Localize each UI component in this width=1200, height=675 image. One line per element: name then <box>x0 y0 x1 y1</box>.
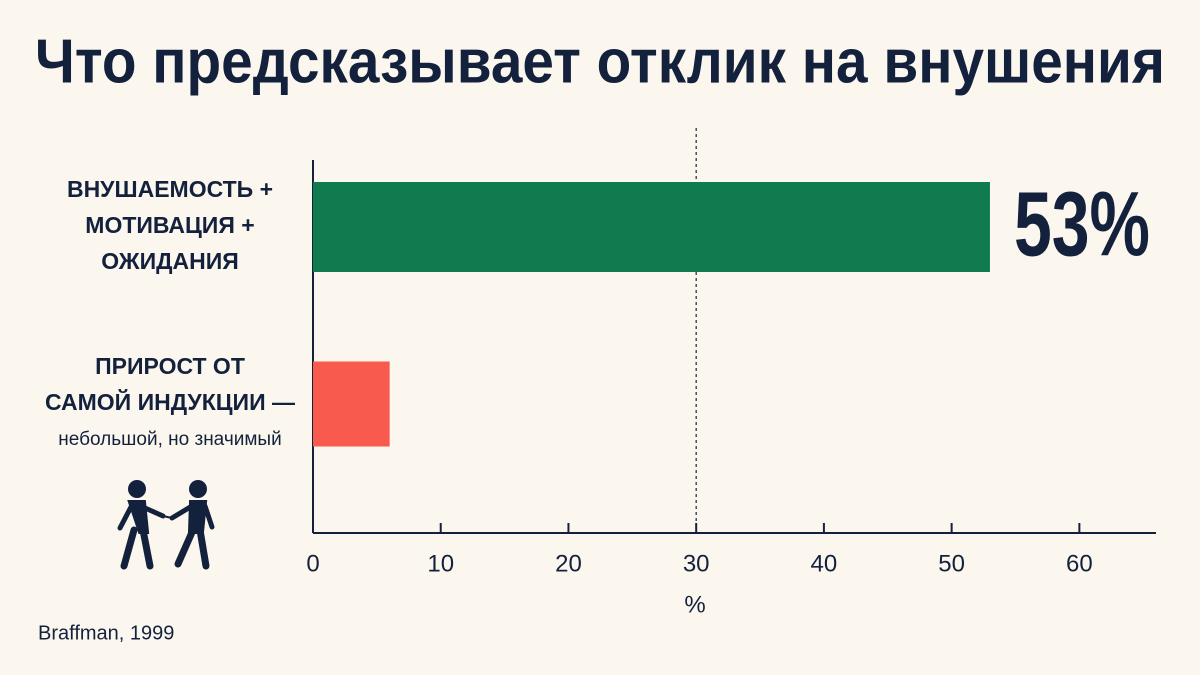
x-tick-label: 20 <box>555 550 582 577</box>
people-icon <box>117 480 215 570</box>
x-tick-label: 0 <box>306 550 319 577</box>
x-axis-label: % <box>684 591 705 618</box>
bar <box>313 182 990 272</box>
category-label: САМОЙ ИНДУКЦИИ — <box>45 388 295 415</box>
category-label: ВНУШАЕМОСТЬ + <box>67 176 273 202</box>
category-label: ПРИРОСТ ОТ <box>95 353 245 379</box>
x-tick-label: 40 <box>811 550 838 577</box>
bar <box>313 361 390 447</box>
source: Braffman, 1999 <box>38 622 174 644</box>
category-label: МОТИВАЦИЯ + <box>85 212 254 238</box>
category-label: небольшой, но значимый <box>58 429 281 450</box>
chart-title: Что предсказывает отклик на внушения <box>35 27 1165 96</box>
category-label: ОЖИДАНИЯ <box>101 248 239 274</box>
x-tick-label: 30 <box>683 550 710 577</box>
value-label: 53% <box>1014 173 1150 275</box>
x-tick-label: 60 <box>1066 550 1093 577</box>
x-tick-label: 10 <box>427 550 454 577</box>
x-tick-label: 50 <box>938 550 965 577</box>
